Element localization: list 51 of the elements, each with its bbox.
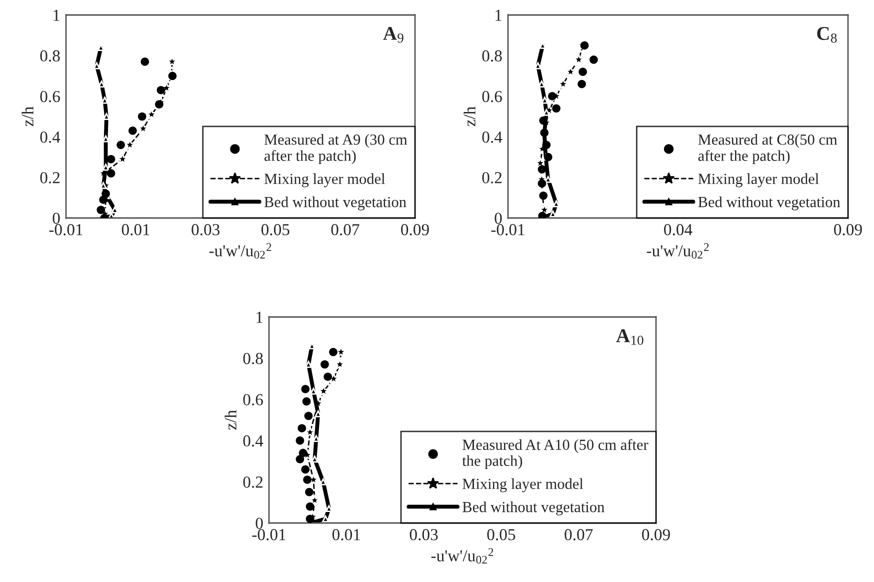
y-tick-label: 0.6 [482,90,502,102]
x-tick-label: 0.07 [331,224,360,236]
y-tick-label: 0.4 [40,132,60,143]
x-tick-label: 0.01 [122,224,150,236]
x-tick-label: 0.03 [410,529,438,540]
text: C$_{8}$ [817,26,837,43]
y-tick-label: 1 [256,312,262,323]
legend-label: Mixing layer model [264,173,385,188]
legend-label: Mixing layer model [462,478,584,492]
x-tick-label: 0.07 [564,529,593,540]
x-tick-label: 0.09 [401,224,429,236]
y-tick-label: 0.8 [482,50,502,62]
y-tick-label: 0 [494,212,502,224]
x-tick-label: 0.09 [834,224,862,236]
legend-label: Measured at A9 (30 cm after the patch) [264,134,408,164]
y-tick-label: 0.8 [243,352,263,364]
y-tick-label: 0 [52,212,60,224]
y-tick-label: 0.2 [243,476,263,488]
y-tick-label: 1 [496,10,502,21]
y-axis-title: z/h [224,410,236,430]
text: A$_{10}$ [616,329,644,345]
y-axis-title: z/h [464,106,476,126]
legend-label: Bed without vegetation [264,196,406,210]
y-tick-label: 0.4 [482,132,502,143]
x-tick-label: 0.03 [192,224,220,236]
legend-label: Mixing layer model [698,173,819,188]
y-tick-label: 0.6 [243,394,263,406]
y-axis-title: z/h [22,106,34,126]
legend-label: Bed without vegetation [698,196,840,210]
legend-label: Measured at C8(50 cm after the patch) [698,134,838,164]
x-tick-label: -0.01 [252,529,286,540]
x-tick-label: 0.01 [332,529,360,540]
x-tick-label: -0.01 [49,224,82,236]
x-axis-title: -u'w'/u$_{02}$$^{2}$ [431,548,494,564]
x-tick-label: 0.05 [487,529,516,540]
text: A$_{9}$ [383,26,404,43]
legend-label: Bed without vegetation [462,501,604,516]
y-tick-label: 0.2 [482,172,502,184]
x-tick-label: 0.09 [642,529,670,540]
y-tick-label: 1 [54,10,60,21]
x-axis-title: -u'w'/u$_{02}$$^{2}$ [646,243,709,259]
y-tick-label: 0.2 [40,172,60,184]
y-tick-label: 0.8 [40,50,60,62]
x-tick-label: 0.04 [664,224,692,236]
x-axis-title: -u'w'/u$_{02}$$^{2}$ [209,243,272,259]
y-tick-label: 0.6 [40,90,60,102]
x-tick-label: -0.01 [491,224,524,236]
legend-label: Measured At A10 (50 cm after the patch) [462,439,648,470]
y-tick-label: 0 [256,518,263,529]
y-tick-label: 0.4 [243,435,264,447]
x-tick-label: 0.05 [261,224,290,236]
